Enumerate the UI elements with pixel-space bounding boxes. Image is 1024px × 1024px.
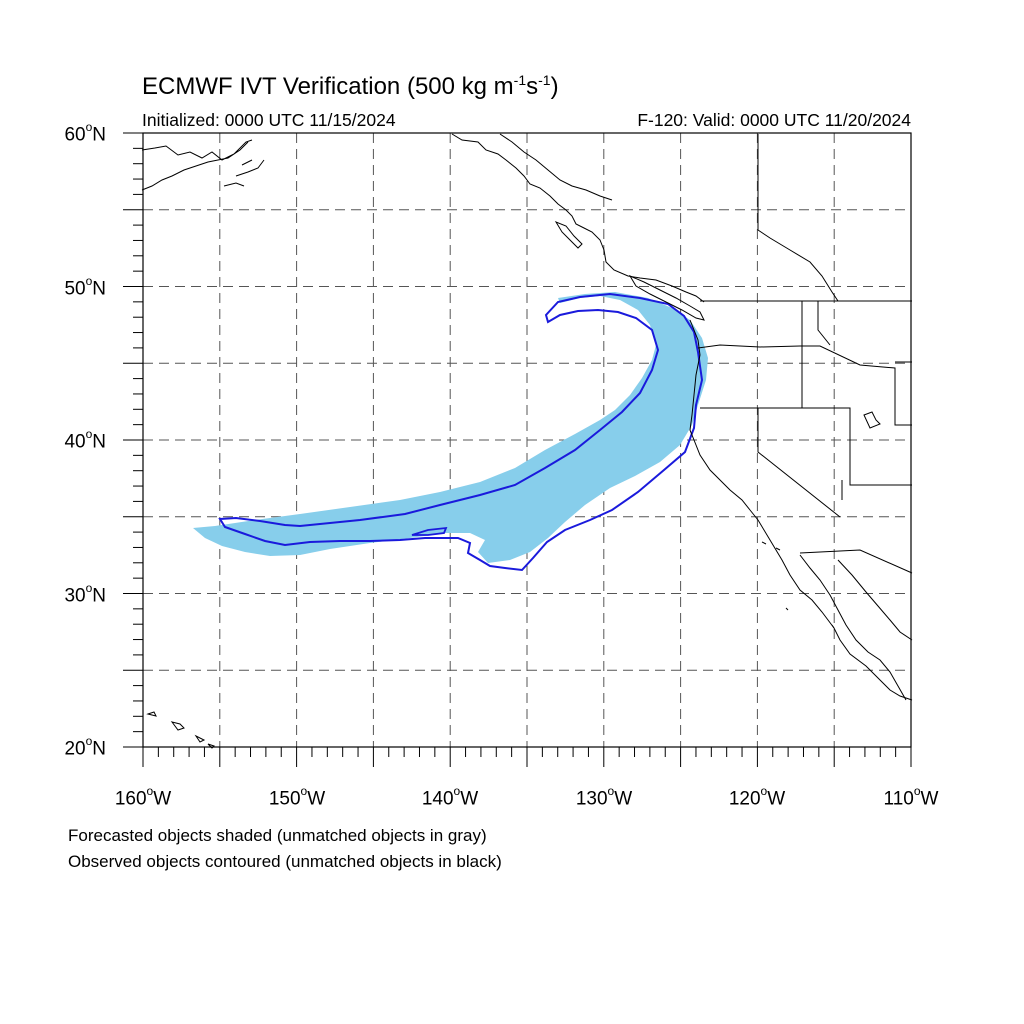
lat-lon-grid [143, 133, 911, 747]
legend-observed-note: Observed objects contoured (unmatched ob… [68, 852, 502, 871]
lon-label-140w: 140oW [421, 784, 479, 810]
alaska-coast [141, 139, 253, 191]
lon-label-130w: 130oW [575, 784, 633, 810]
coastlines-borders [141, 133, 913, 749]
legend-forecast-note: Forecasted objects shaded (unmatched obj… [68, 826, 487, 845]
haida-gwaii [554, 220, 583, 249]
valid-label: F-120: Valid: 0000 UTC 11/20/2024 [637, 110, 911, 130]
bc-alberta-border [757, 134, 839, 302]
lat-label-50: 50oN [64, 274, 106, 300]
lat-label-60: 60oN [64, 120, 106, 146]
gulf-of-california-east [837, 559, 913, 641]
lon-label-110w: 110oW [883, 784, 939, 810]
observed-object-contours [218, 292, 704, 572]
lat-label-30: 30oN [64, 581, 106, 607]
lon-label-120w: 120oW [728, 784, 786, 810]
se-alaska-inland [499, 133, 613, 201]
state-borders [697, 301, 913, 574]
axis-ticks [123, 132, 912, 767]
observed-contour-inner [411, 526, 448, 536]
gulf-of-alaska-coast [451, 133, 705, 303]
observed-contour-main [218, 292, 704, 572]
lat-label-40: 40oN [64, 427, 106, 453]
chart-title: ECMWF IVT Verification (500 kg m-1s-1) [142, 72, 559, 100]
lat-label-20: 20oN [64, 734, 106, 760]
baja-california [799, 554, 907, 701]
forecast-object-shaded [193, 292, 708, 563]
channel-islands [761, 541, 835, 629]
vancouver-island [628, 274, 705, 321]
west-coast [689, 319, 913, 701]
forecast-atmospheric-river [193, 292, 708, 563]
initialized-label: Initialized: 0000 UTC 11/15/2024 [142, 110, 396, 130]
alaska-islands [223, 159, 265, 187]
hawaii-islands [146, 711, 215, 749]
lon-label-160w: 160oW [114, 784, 172, 810]
lon-label-150w: 150oW [268, 784, 326, 810]
great-salt-lake [863, 411, 881, 429]
